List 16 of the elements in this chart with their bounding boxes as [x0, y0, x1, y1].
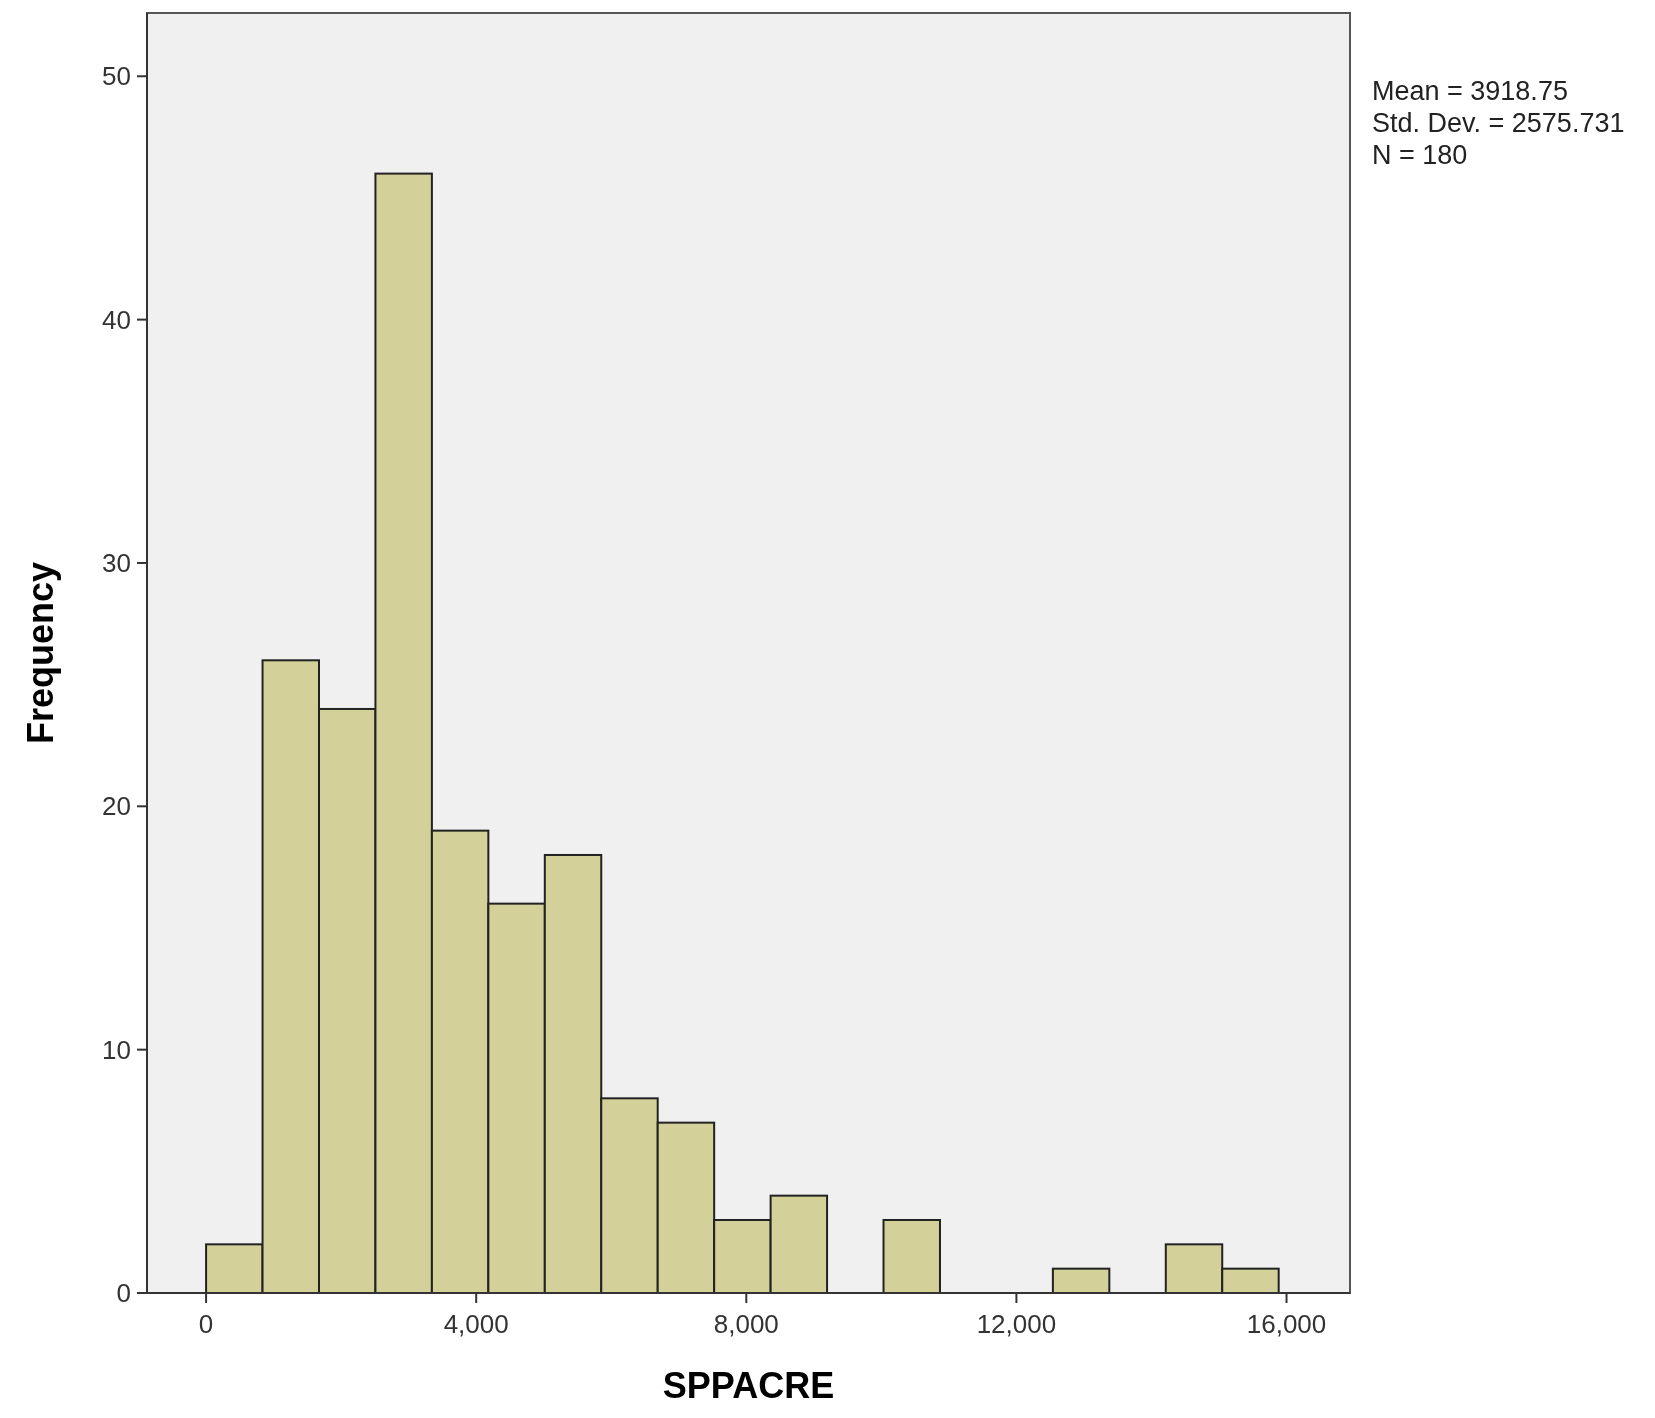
y-tick-label: 20	[102, 791, 131, 822]
y-tick-label: 50	[102, 61, 131, 92]
x-tick-label: 8,000	[713, 1309, 779, 1339]
x-tick-label: 4,000	[443, 1309, 509, 1339]
x-tick-label: 16,000	[1246, 1309, 1327, 1339]
y-tick-label: 0	[116, 1278, 131, 1309]
text: Mean = 3918.75	[1372, 76, 1568, 106]
text: N = 180	[1372, 140, 1468, 170]
x-axis-title: SPPACRE	[662, 1365, 835, 1406]
y-tick-label: 40	[102, 304, 131, 335]
y-axis-title: Frequency	[20, 561, 61, 745]
y-tick-label: 30	[102, 548, 131, 579]
y-tick-label: 10	[102, 1034, 131, 1065]
x-tick-label: 0	[198, 1309, 214, 1339]
text: Std. Dev. = 2575.731	[1372, 108, 1625, 138]
x-tick-label: 12,000	[976, 1309, 1057, 1339]
